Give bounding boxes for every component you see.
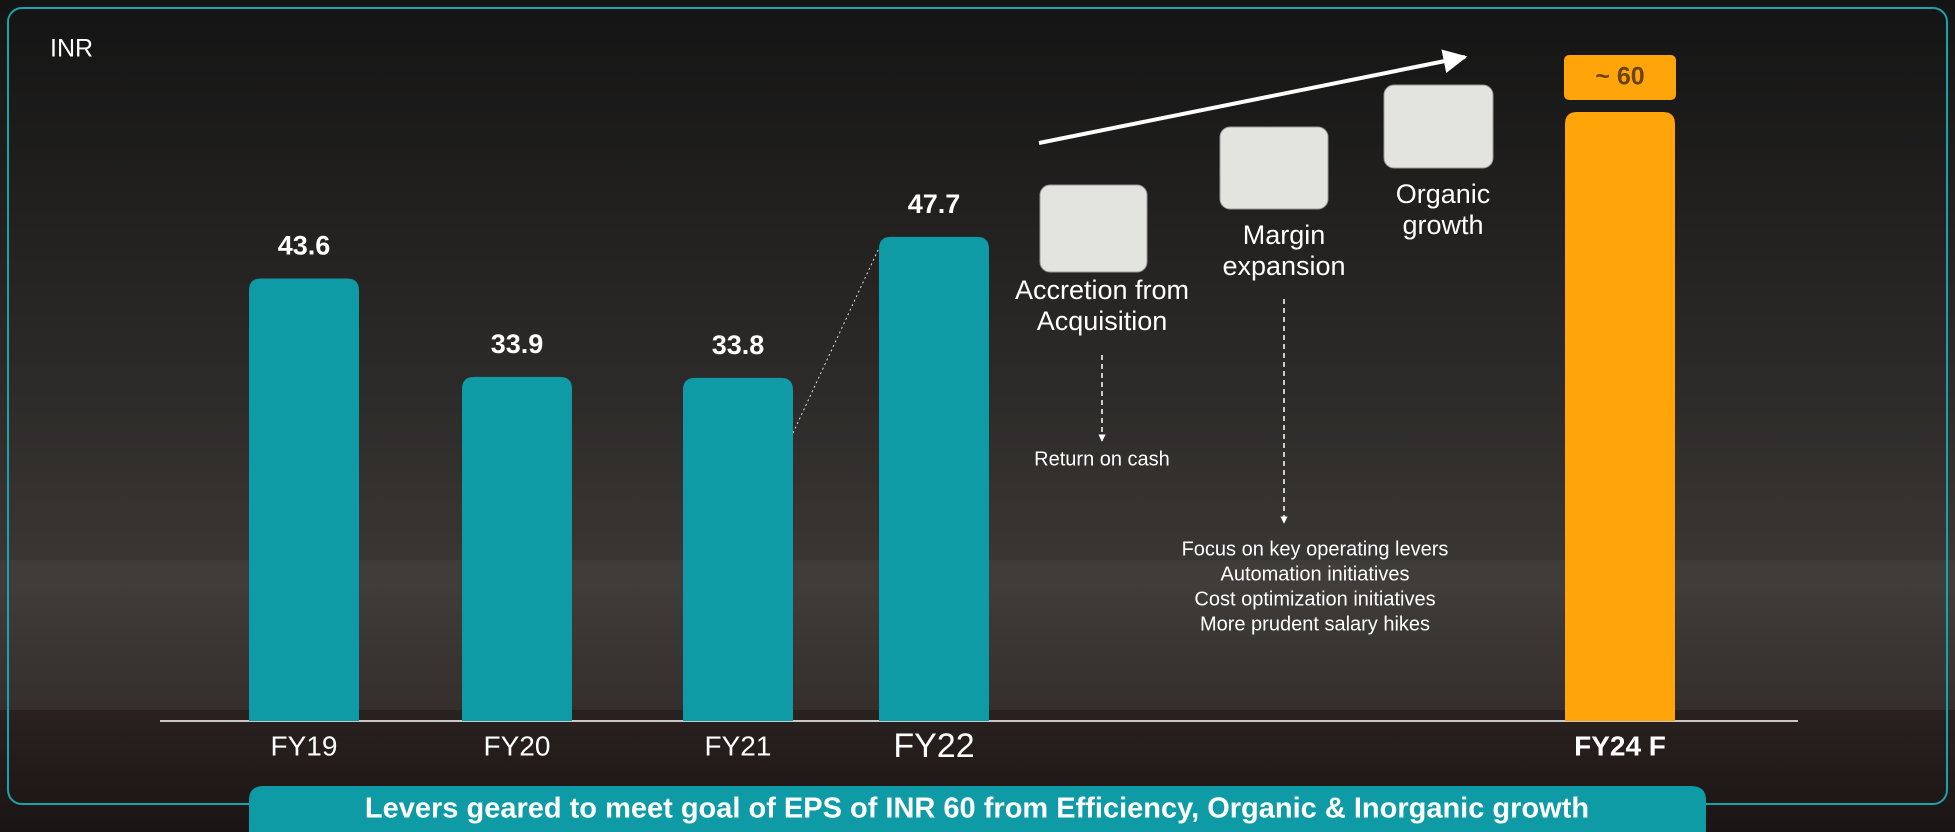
lever-detail: Focus on key operating levers xyxy=(1182,538,1449,560)
lever-label: Accretion from xyxy=(1015,275,1189,305)
lever-label: Margin xyxy=(1243,220,1326,250)
x-tick-label: FY21 xyxy=(705,730,772,761)
lever-label: Acquisition xyxy=(1037,306,1168,336)
bar xyxy=(249,278,359,721)
value-label: 47.7 xyxy=(908,189,961,219)
lever-box xyxy=(1220,127,1328,209)
lever-box xyxy=(1384,85,1493,168)
bar xyxy=(462,377,572,721)
value-label: 33.9 xyxy=(491,329,544,359)
x-tick-label: FY24 F xyxy=(1574,730,1666,761)
lever-detail: Automation initiatives xyxy=(1221,563,1410,585)
lever-label: expansion xyxy=(1222,251,1345,281)
bar xyxy=(1565,112,1675,721)
value-label: 43.6 xyxy=(278,231,331,261)
slide: INR Levers geared to meet goal of EPS of… xyxy=(0,0,1955,832)
lever-label: growth xyxy=(1402,210,1483,240)
lever-detail: More prudent salary hikes xyxy=(1200,613,1430,635)
x-tick-label: FY20 xyxy=(484,730,551,761)
lever-label: Organic xyxy=(1396,179,1491,209)
x-tick-label: FY22 xyxy=(893,727,974,765)
lever-detail: Cost optimization initiatives xyxy=(1194,588,1435,610)
bar xyxy=(683,378,793,721)
unit-label: INR xyxy=(50,35,93,63)
bar xyxy=(879,237,989,721)
lever-detail: Return on cash xyxy=(1034,448,1170,470)
x-tick-label: FY19 xyxy=(271,730,338,761)
value-label: 33.8 xyxy=(712,330,765,360)
footer-text: Levers geared to meet goal of EPS of INR… xyxy=(365,793,1589,825)
lever-box xyxy=(1040,185,1147,272)
value-label: ~ 60 xyxy=(1595,63,1644,91)
